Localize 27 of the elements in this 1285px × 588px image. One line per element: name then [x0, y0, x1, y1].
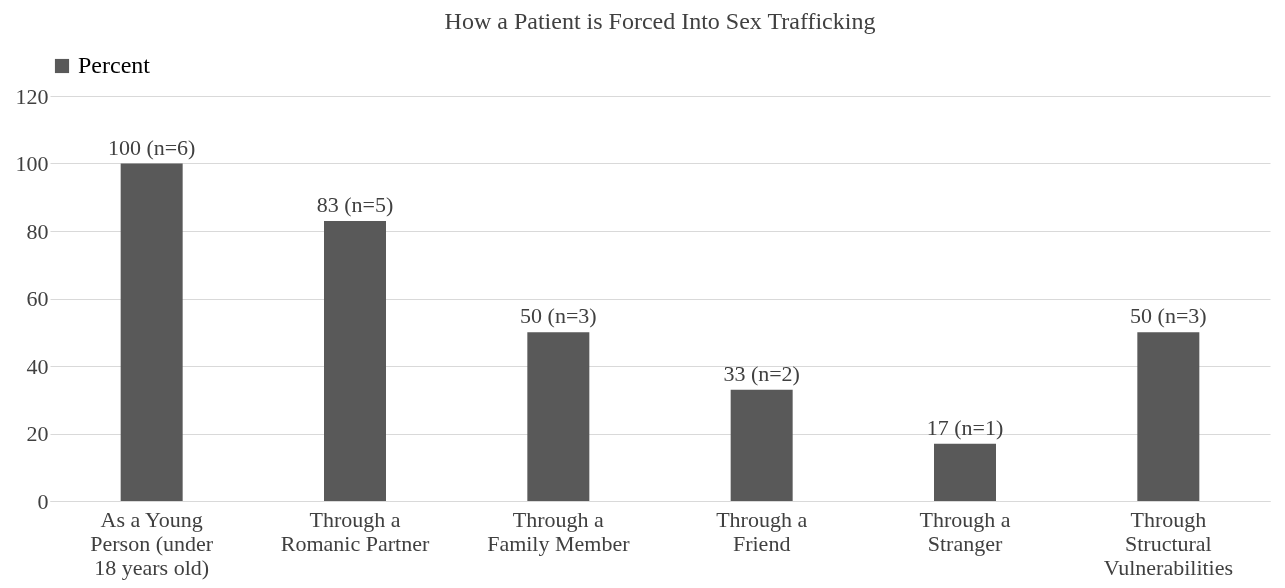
bar — [1137, 332, 1200, 501]
x-tick-label: Through a Romanic Partner — [280, 506, 430, 556]
bar — [934, 443, 996, 501]
bar — [730, 389, 793, 501]
x-tick-label: Through a Friend — [716, 506, 808, 556]
y-tick-label: 20 — [26, 421, 49, 446]
text: 50 (n=3) — [1130, 303, 1207, 329]
bar — [120, 163, 183, 501]
text: 83 (n=5) — [316, 191, 394, 217]
x-tick-label: Through Structural Vulnerabilities — [1103, 506, 1234, 580]
y-tick-label: 80 — [26, 218, 49, 244]
legend-label: Percent — [78, 52, 151, 78]
text: 33 (n=2) — [723, 360, 800, 386]
bar — [324, 220, 386, 501]
x-tick-label: Through a Family Member — [487, 506, 631, 556]
x-tick-label: Through a Stranger — [919, 506, 1011, 556]
chart-title: How a Patient is Forced Into Sex Trafficking — [444, 8, 876, 34]
y-tick-label: 120 — [15, 83, 49, 109]
x-tick-label: As a Young Person (under 18 years old) — [90, 506, 214, 580]
text: 50 (n=3) — [520, 303, 597, 329]
y-tick-label: 0 — [37, 488, 49, 514]
bar — [527, 332, 590, 501]
text: 100 (n=6) — [107, 134, 196, 160]
text: 17 (n=1) — [926, 414, 1004, 440]
y-tick-label: 60 — [26, 286, 49, 311]
y-tick-label: 40 — [26, 353, 49, 379]
y-tick-label: 100 — [15, 151, 49, 176]
